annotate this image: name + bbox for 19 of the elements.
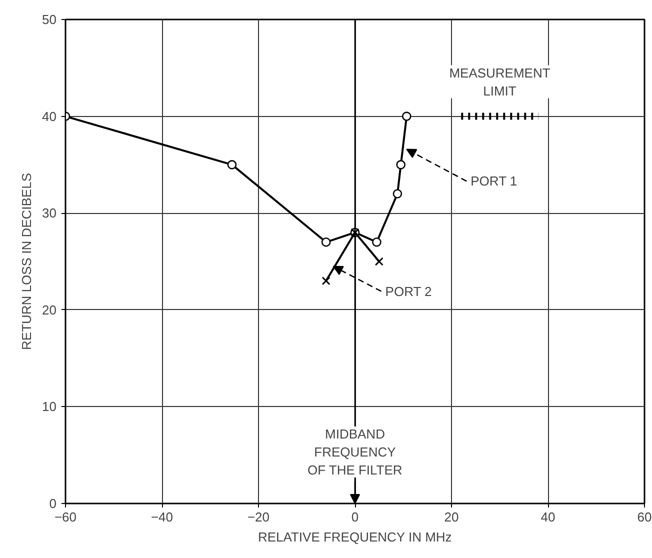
y-tick-label: 50 xyxy=(42,12,57,27)
x-tick-label: 20 xyxy=(444,510,459,524)
x-tick-label: −40 xyxy=(150,510,174,524)
annotation: PORT 1 xyxy=(470,174,518,189)
x-tick-label: 0 xyxy=(351,510,359,524)
y-tick-label: 40 xyxy=(42,108,57,124)
y-tick-label: 20 xyxy=(42,302,57,318)
annotation: PORT 2 xyxy=(385,284,432,299)
x-axis-title: RELATIVE FREQUENCY IN MHz xyxy=(258,530,452,544)
y-tick-label: 30 xyxy=(42,206,57,221)
ref-line-label: MIDBAND FREQUENCY OF THE FILTER xyxy=(307,426,402,478)
y-tick-label: 10 xyxy=(42,399,57,414)
x-tick-label: 40 xyxy=(540,510,556,524)
y-axis-title: RETURN LOSS IN DECIBELS xyxy=(19,172,34,350)
x-tick-label: −20 xyxy=(247,510,270,524)
x-tick-label: −60 xyxy=(54,510,77,524)
x-tick-label: 60 xyxy=(637,510,652,524)
y-tick-label: 0 xyxy=(49,496,57,511)
series-label: MEASUREMENT LIMIT xyxy=(449,65,550,98)
